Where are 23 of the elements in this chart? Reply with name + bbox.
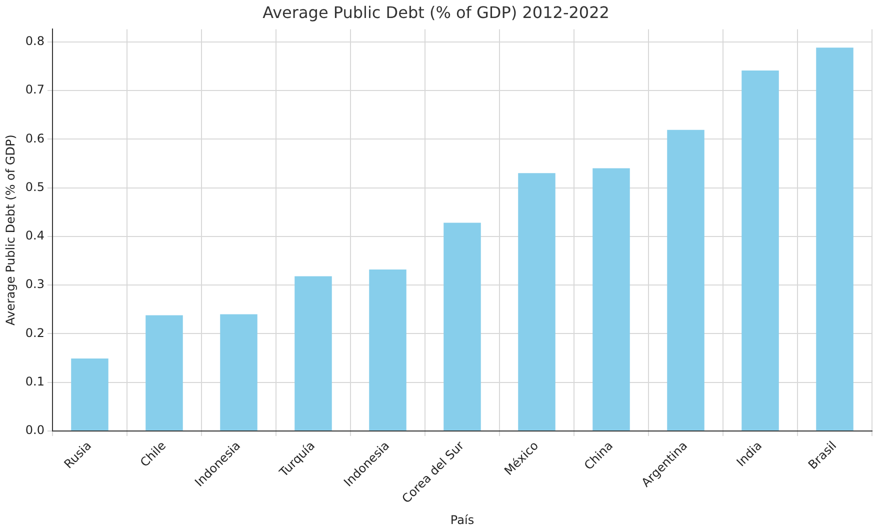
y-tick-label: 0.4 [25, 228, 44, 243]
chart-title: Average Public Debt (% of GDP) 2012-2022 [262, 2, 610, 22]
y-tick-label: 0.1 [25, 374, 44, 388]
y-axis-title: Average Public Debt (% of GDP) [3, 134, 18, 326]
y-tick-label: 0.3 [25, 277, 44, 292]
y-tick-label: 0.8 [25, 34, 44, 48]
x-axis-title: País [450, 512, 474, 527]
bar [742, 70, 779, 430]
bar [369, 269, 406, 430]
y-tick-label: 0.5 [25, 180, 44, 194]
bar [146, 315, 183, 430]
y-tick-label: 0.6 [25, 131, 44, 146]
y-tick-label: 0.0 [25, 423, 44, 438]
bar [667, 130, 704, 430]
bar [816, 48, 854, 430]
bar [71, 358, 108, 430]
bar [294, 276, 332, 430]
bar [444, 222, 481, 430]
y-tick-label: 0.7 [25, 82, 44, 97]
bar [220, 314, 258, 430]
bar [518, 173, 556, 430]
bar [592, 168, 630, 430]
y-tick-label: 0.2 [25, 326, 44, 340]
